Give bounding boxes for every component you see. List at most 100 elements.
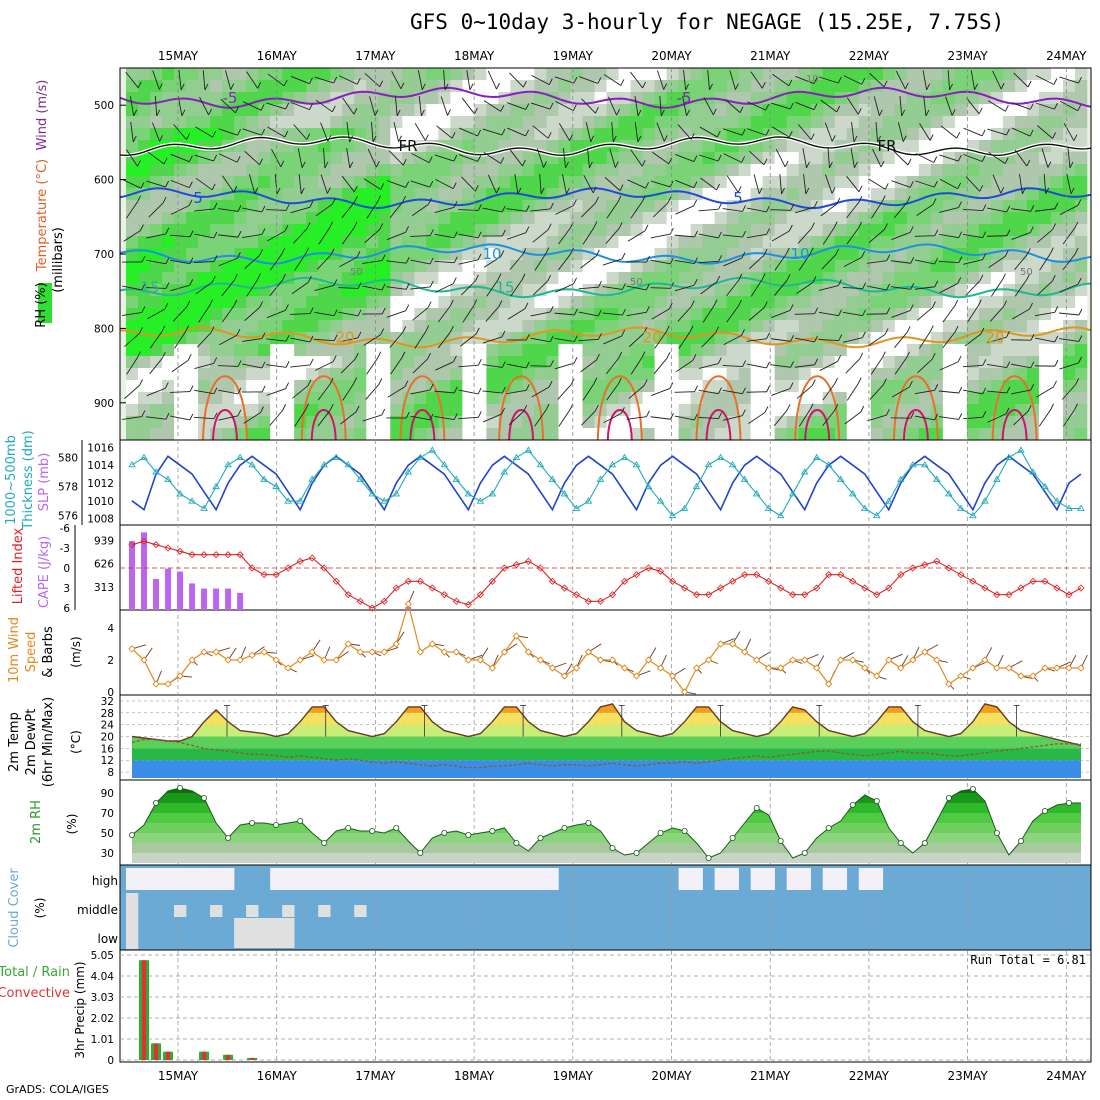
wind-barb: [602, 286, 623, 290]
wind-barb: [773, 410, 788, 426]
rh-cell: [654, 356, 667, 368]
rh-cell: [546, 68, 559, 80]
wind-barb-flag: [421, 83, 426, 91]
rh-cell: [510, 344, 523, 356]
thickness-point: [356, 475, 365, 482]
rh-cell: [630, 296, 643, 308]
rh-cell: [894, 212, 908, 224]
rh-cell: [918, 80, 932, 92]
wind-barb-flag: [333, 76, 338, 84]
rh-cell: [786, 104, 799, 116]
rh-cell: [606, 284, 619, 296]
rh-cell: [294, 128, 307, 140]
wind-barb-flag: [496, 82, 500, 90]
rh-cell: [930, 92, 944, 104]
wind-barb: [123, 230, 141, 242]
wind-barb-flag: [811, 222, 815, 229]
rh-cell: [210, 392, 223, 404]
rh-cell: [174, 248, 187, 260]
wind-barb: [748, 307, 765, 321]
rh-cell: [318, 128, 331, 140]
rh-cell: [714, 416, 727, 428]
rh-cell: [510, 392, 523, 404]
rh-cell: [318, 296, 331, 308]
wind-barb: [506, 232, 526, 240]
rh-cell: [1026, 356, 1040, 368]
rh-cell: [342, 368, 355, 380]
lifted-index-point: [524, 557, 532, 565]
wind-barb-flag: [549, 335, 554, 343]
wind-barb-flag: [211, 183, 216, 191]
wind-barb-flag: [139, 327, 143, 334]
wind-barb-flag: [188, 155, 193, 162]
wind-barb-flag: [886, 307, 891, 314]
rh-cell: [462, 416, 475, 428]
wind-barb: [1013, 410, 1029, 426]
rh-cell: [342, 428, 355, 440]
rh-cell: [810, 188, 824, 200]
rh-cell: [774, 392, 787, 404]
rh-cell: [462, 320, 475, 332]
wind-barb: [846, 383, 859, 401]
rh-cell: [690, 392, 703, 404]
rh-cell: [810, 104, 824, 116]
wind-barb-flag: [237, 360, 242, 367]
rh2m-ylabel-2: (%): [65, 814, 79, 835]
rh-cell: [702, 404, 715, 416]
wind-barb: [338, 75, 358, 85]
rh-cell: [1075, 272, 1088, 284]
rh-cell: [1026, 128, 1040, 140]
rh-cell: [858, 116, 872, 128]
wind-barb: [674, 284, 695, 292]
rh-cell: [630, 428, 643, 440]
wind-barb: [130, 122, 134, 142]
wind-barb: [248, 174, 256, 194]
rh-cell: [990, 212, 1004, 224]
rh-cell: [786, 260, 799, 272]
rh-cell: [174, 404, 187, 416]
wind-barb-flag: [500, 250, 505, 257]
lifted-index-point: [693, 591, 701, 599]
lifted-index-point: [981, 584, 989, 592]
rh-cell: [582, 272, 595, 284]
wind-barb-flag: [259, 158, 263, 165]
rh-cell: [138, 296, 151, 308]
rh-cell: [882, 212, 896, 224]
rh-cell: [978, 272, 992, 284]
wind-barb: [938, 390, 959, 394]
wind-barb: [219, 334, 238, 346]
rh-cell: [606, 272, 619, 284]
rh-cell: [702, 176, 715, 188]
wind-barb-flag: [982, 253, 987, 260]
lifted-index-point: [548, 577, 557, 585]
wind-barb: [771, 126, 790, 138]
rh-cell: [150, 212, 163, 224]
wind-barb: [701, 332, 716, 348]
rh-cell: [138, 320, 151, 332]
rh-cell: [942, 368, 956, 380]
wind-barb: [1062, 253, 1076, 271]
rh-cell: [690, 272, 703, 284]
rh-cell: [966, 392, 980, 404]
isotherm-warm-loop: [498, 375, 545, 440]
wind-barb-flag: [718, 231, 722, 239]
wind-speed-point: [176, 672, 184, 680]
rh-cell: [474, 428, 487, 440]
wind-barb-flag: [523, 80, 527, 88]
wind-speed-point: [716, 640, 725, 648]
rh-cell: [138, 116, 151, 128]
wind-barb: [583, 174, 594, 194]
rh-cell: [654, 344, 667, 356]
rh-cell: [282, 404, 295, 416]
rh-cell: [882, 152, 896, 164]
rh-cell: [258, 272, 271, 284]
rh-cell: [954, 128, 968, 140]
cloud-level-label: middle: [77, 903, 118, 917]
rh-cell: [150, 164, 163, 176]
rh-cell: [1050, 272, 1064, 284]
wind-barb-flag: [309, 103, 313, 110]
rh-cell: [666, 164, 679, 176]
rh-cell: [654, 416, 667, 428]
wind-barb: [532, 280, 548, 296]
wind-barb: [530, 311, 551, 317]
